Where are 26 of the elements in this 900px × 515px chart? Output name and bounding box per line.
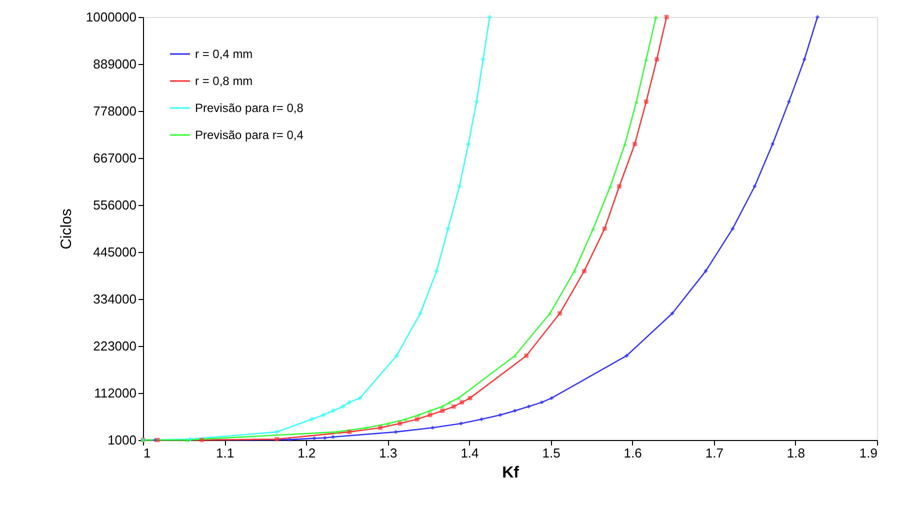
- x-tick-label: 1.7: [705, 446, 724, 460]
- y-tick-label: 112000: [94, 386, 136, 400]
- legend-label: Previsão para r= 0,8: [195, 101, 304, 115]
- y-tick-label: 223000: [93, 338, 136, 354]
- x-tick-label: 1.5: [542, 446, 560, 460]
- y-tick-label: 778000: [93, 104, 136, 118]
- x-tick-label: 1.2: [298, 446, 316, 460]
- y-tick-label: 445000: [93, 244, 136, 260]
- legend-label: Previsão para r= 0,4: [195, 128, 304, 142]
- y-tick-label: 334000: [93, 292, 136, 306]
- x-tick-label: 1.1: [216, 446, 234, 460]
- x-tick-label: 1.8: [786, 446, 805, 460]
- y-axis-title: Ciclos: [58, 208, 75, 250]
- y-tick-label: 889000: [93, 56, 136, 72]
- x-tick-label: 1: [144, 446, 151, 460]
- x-axis-title: Kf: [502, 464, 520, 482]
- x-tick-label: 1.3: [379, 446, 398, 460]
- y-tick-label: 556000: [93, 198, 136, 212]
- x-tick-label: 1.4: [460, 446, 479, 460]
- x-tick-label: 1.9: [859, 446, 878, 460]
- legend-label: r = 0,4 mm: [195, 47, 253, 61]
- y-tick-label: 1000: [108, 432, 136, 448]
- x-tick-label: 1.6: [624, 446, 642, 460]
- y-tick-label: 1000000: [86, 10, 136, 24]
- y-tick-label: 667000: [93, 150, 136, 166]
- legend-label: r = 0,8 mm: [195, 74, 253, 88]
